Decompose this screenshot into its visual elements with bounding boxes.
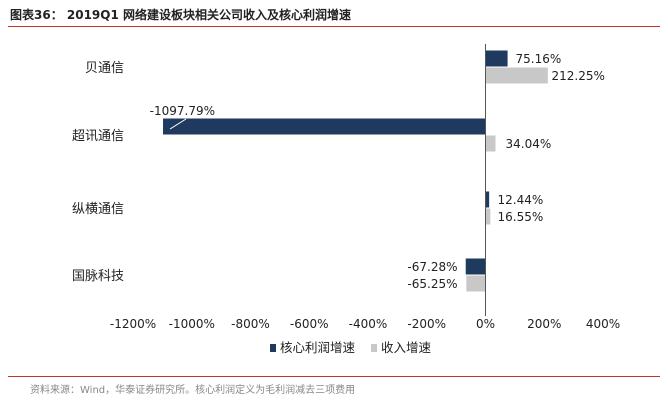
data-label-core-profit-1: -1097.79% bbox=[150, 104, 215, 118]
legend-swatch-1 bbox=[371, 344, 377, 352]
legend-label-0: 核心利润增速 bbox=[280, 340, 356, 355]
data-label-revenue-3: -65.25% bbox=[407, 277, 457, 291]
x-tick-label-3: -600% bbox=[290, 317, 329, 331]
category-label-1: 超讯通信 bbox=[72, 129, 124, 144]
bar-core-profit-1 bbox=[163, 118, 486, 135]
bar-revenue-0 bbox=[485, 67, 548, 84]
bar-core-profit-2 bbox=[485, 191, 490, 208]
data-label-revenue-1: 34.04% bbox=[506, 137, 552, 151]
category-label-3: 国脉科技 bbox=[72, 269, 124, 284]
bar-core-profit-0 bbox=[485, 50, 508, 67]
x-tick-label-7: 200% bbox=[527, 317, 561, 331]
source-divider bbox=[8, 376, 660, 377]
category-label-0: 贝通信 bbox=[85, 61, 124, 76]
category-label-2: 纵横通信 bbox=[72, 202, 124, 217]
source-note: 资料来源：Wind，华泰证券研究所。核心利润定义为毛利润减去三项费用 bbox=[30, 385, 356, 396]
x-tick-label-0: -1200% bbox=[110, 317, 156, 331]
leader-line bbox=[169, 118, 187, 130]
bar-revenue-2 bbox=[485, 208, 491, 225]
data-label-core-profit-0: 75.16% bbox=[516, 52, 562, 66]
x-tick-label-8: 400% bbox=[586, 317, 620, 331]
data-label-core-profit-3: -67.28% bbox=[407, 260, 457, 274]
legend-swatch-0 bbox=[270, 344, 276, 352]
x-tick-label-5: -200% bbox=[407, 317, 446, 331]
bar-revenue-3 bbox=[466, 275, 486, 292]
data-label-revenue-0: 212.25% bbox=[552, 69, 605, 83]
title-bar: 图表36： 2019Q1 网络建设板块相关公司收入及核心利润增速 bbox=[8, 4, 660, 27]
data-label-core-profit-2: 12.44% bbox=[498, 193, 544, 207]
x-tick-label-2: -800% bbox=[231, 317, 270, 331]
bar-core-profit-3 bbox=[465, 258, 486, 275]
chart-title: 图表36： 2019Q1 网络建设板块相关公司收入及核心利润增速 bbox=[10, 8, 352, 22]
bar-revenue-1 bbox=[485, 135, 496, 152]
x-tick-label-6: 0% bbox=[476, 317, 495, 331]
x-tick-label-1: -1000% bbox=[169, 317, 215, 331]
x-tick-label-4: -400% bbox=[349, 317, 388, 331]
legend-label-1: 收入增速 bbox=[381, 340, 432, 355]
data-label-revenue-2: 16.55% bbox=[498, 210, 544, 224]
